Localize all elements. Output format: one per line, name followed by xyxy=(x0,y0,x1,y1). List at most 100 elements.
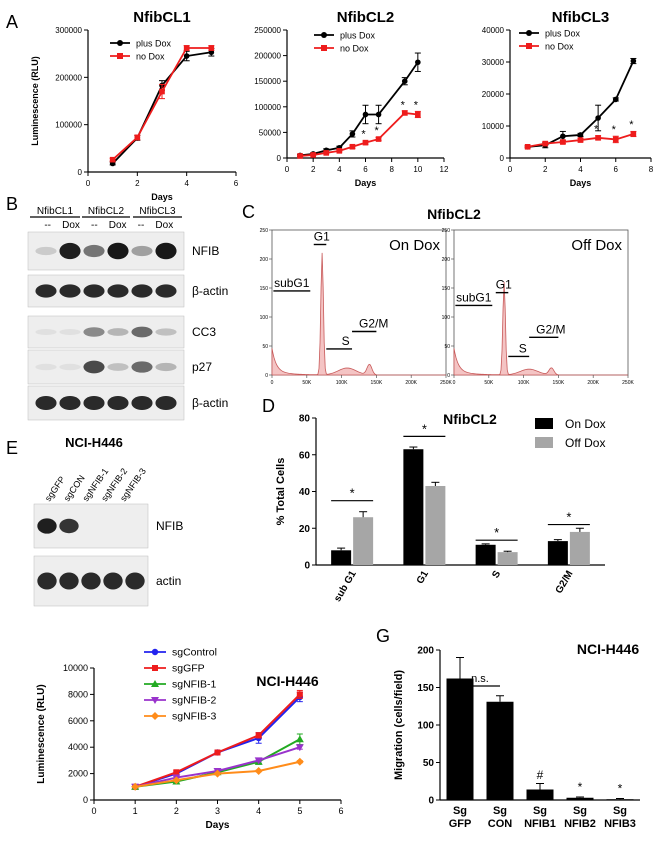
y-tick-label: 0 xyxy=(265,373,268,379)
x-tick-label: 0 xyxy=(453,380,456,386)
y-tick-label: 150 xyxy=(442,286,451,292)
x-tick-label: 8 xyxy=(649,165,654,174)
blot-title: NCI-H446 xyxy=(65,435,123,450)
category-label: S xyxy=(490,569,503,581)
y-tick-label: 200 xyxy=(442,257,451,263)
y-axis-label: % Total Cells xyxy=(275,458,287,526)
data-point xyxy=(631,58,637,64)
y-axis-label: Luminescence (RLU) xyxy=(30,56,40,146)
y-tick-label: 2000 xyxy=(68,769,88,779)
y-tick-label: 8000 xyxy=(68,689,88,699)
legend-label: no Dox xyxy=(545,42,574,52)
category-label: G2/M xyxy=(554,569,576,596)
panel-letter-A: A xyxy=(6,12,18,32)
data-point xyxy=(415,59,421,65)
data-point xyxy=(415,112,421,118)
gate-label: G2/M xyxy=(359,317,388,331)
y-axis-label: Migration (cells/field) xyxy=(393,670,405,780)
data-point xyxy=(337,148,343,154)
series-line-no-Dox xyxy=(113,48,212,160)
blot-band xyxy=(35,247,56,255)
x-tick-label: 0 xyxy=(271,380,274,386)
data-point xyxy=(296,735,304,742)
bar xyxy=(476,545,496,565)
legend-marker xyxy=(117,53,123,59)
legend-marker xyxy=(117,40,123,46)
y-tick-label: 50 xyxy=(262,344,268,350)
data-point xyxy=(209,45,215,51)
y-tick-label: 200000 xyxy=(254,52,281,61)
blot-band xyxy=(131,361,152,372)
legend-marker xyxy=(526,43,532,49)
y-tick-label: 100 xyxy=(442,315,451,321)
x-tick-label: 6 xyxy=(338,806,343,816)
blot-band xyxy=(83,245,104,257)
x-tick-label: 200K xyxy=(587,380,599,386)
x-tick-label: 100K xyxy=(336,380,348,386)
y-tick-label: 60 xyxy=(299,450,311,461)
series-line-no-Dox xyxy=(300,113,418,156)
blot-band xyxy=(155,284,176,297)
data-point xyxy=(173,769,179,775)
x-tick-label: 1 xyxy=(133,806,138,816)
blot-row-label: β-actin xyxy=(192,284,228,298)
x-tick-label: 6 xyxy=(234,179,239,188)
bar xyxy=(331,550,351,565)
blot-band xyxy=(83,284,104,297)
legend-label: plus Dox xyxy=(545,29,581,39)
gate-label: G1 xyxy=(314,230,330,244)
lane-label: Dox xyxy=(109,220,127,231)
significance-star: * xyxy=(361,129,366,141)
legend-label: no Dox xyxy=(340,44,369,54)
bar xyxy=(498,552,518,565)
legend-marker xyxy=(526,30,532,36)
x-axis-label: Days xyxy=(206,820,230,831)
y-tick-label: 40 xyxy=(299,487,311,498)
chart-title: NfibCL2 xyxy=(427,206,481,222)
x-tick-label: 12 xyxy=(440,165,449,174)
legend-label: plus Dox xyxy=(340,31,376,41)
y-tick-label: 10000 xyxy=(63,663,88,673)
blot-band xyxy=(131,246,152,256)
significance-star: * xyxy=(494,525,499,540)
y-tick-label: 250 xyxy=(442,228,451,234)
y-tick-label: 0 xyxy=(83,795,88,805)
chart-title: NfibCL1 xyxy=(133,9,191,26)
blot-band xyxy=(59,243,80,259)
bar xyxy=(425,486,445,565)
chart-title: NfibCL2 xyxy=(443,411,497,427)
group-label: NfibCL3 xyxy=(139,206,176,217)
y-tick-label: 150000 xyxy=(254,77,281,86)
legend-marker xyxy=(152,649,158,655)
legend-label: Off Dox xyxy=(565,436,605,450)
chart-title: NCI-H446 xyxy=(577,641,639,657)
category-label: Sg xyxy=(573,805,587,817)
significance-star: * xyxy=(414,99,419,111)
x-axis-label: Days xyxy=(355,178,377,188)
category-label: NFIB2 xyxy=(564,818,596,830)
x-tick-label: 150K xyxy=(553,380,565,386)
category-label: Sg xyxy=(533,805,547,817)
y-tick-label: 80 xyxy=(299,414,311,425)
legend-label: sgGFP xyxy=(172,663,205,675)
blot-band xyxy=(59,364,80,370)
chart-title: NCI-H446 xyxy=(256,673,318,689)
bar xyxy=(527,790,554,801)
blot-row-label: p27 xyxy=(192,360,212,374)
significance-star: * xyxy=(618,782,623,796)
chart-F: 0 2000 4000 6000 8000 10000 0 1 2 3 4 5 6 NCI-H446 Day… xyxy=(36,647,344,832)
x-tick-label: 200K xyxy=(405,380,417,386)
bar xyxy=(353,517,373,565)
legend-marker xyxy=(321,45,327,51)
data-point xyxy=(184,53,190,59)
data-point xyxy=(363,140,369,146)
data-point xyxy=(297,691,303,697)
y-tick-label: 4000 xyxy=(68,742,88,752)
group-label: NfibCL2 xyxy=(88,206,125,217)
blot-band xyxy=(59,573,78,590)
bracket-label: n.s. xyxy=(471,673,489,685)
x-tick-label: 6 xyxy=(614,165,619,174)
lane-label: -- xyxy=(138,220,145,231)
blot-band xyxy=(59,519,78,533)
y-tick-label: 50000 xyxy=(259,128,282,137)
